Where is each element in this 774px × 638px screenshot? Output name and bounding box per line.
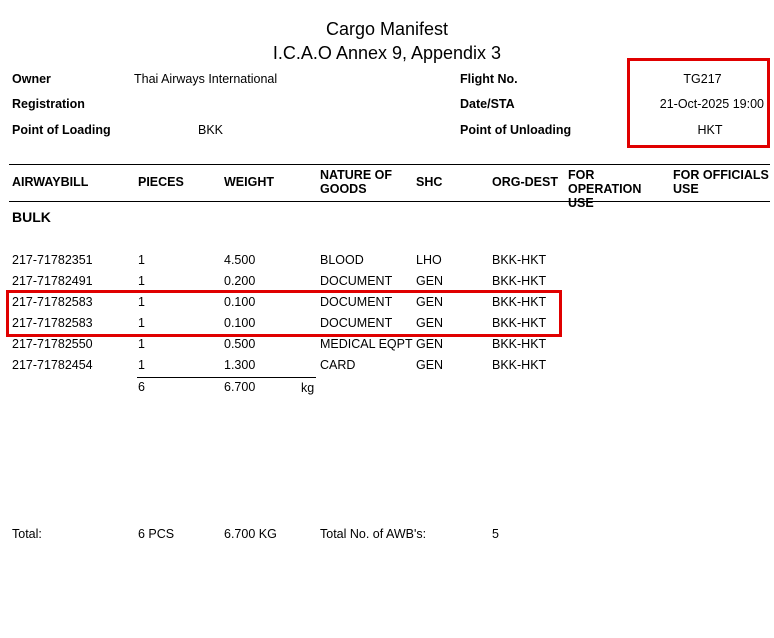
cell-nature: DOCUMENT [320,295,393,309]
cell-org-dest: BKK-HKT [492,316,547,330]
col-airwaybill: AIRWAYBILL [12,175,89,189]
col-org-dest: ORG-DEST [492,175,558,189]
cell-weight: 0.100 [224,316,256,330]
cell-pieces: 1 [138,316,145,330]
cell-weight: 0.500 [224,337,256,351]
cell-shc: GEN [416,316,444,330]
col-officials: FOR OFFICIALS USE [673,168,769,196]
total-weight: 6.700 KG [224,527,277,541]
col-weight: WEIGHT [224,175,274,189]
cell-nature: DOCUMENT [320,274,393,288]
date-value: 21-Oct-2025 19:00 [659,97,764,111]
pou-label: Point of Unloading [460,123,572,137]
cell-shc: GEN [416,274,444,288]
section-bulk: BULK [12,209,51,225]
cell-org-dest: BKK-HKT [492,337,547,351]
pol-value: BKK [198,123,224,137]
owner-value: Thai Airways International [134,72,278,86]
col-operation: FOR OPERATION USE [568,168,642,210]
subtotal-weight: 6.700 [224,380,256,394]
total-pieces: 6 PCS [138,527,175,541]
flight-label: Flight No. [460,72,518,86]
total-label: Total: [12,527,42,541]
cell-org-dest: BKK-HKT [492,274,547,288]
cell-airwaybill: 217-71782454 [12,358,93,372]
flight-value: TG217 [683,72,722,86]
document-title: Cargo Manifest [325,19,449,39]
total-awb: 5 [492,527,499,541]
cell-weight: 0.200 [224,274,256,288]
subtotal-unit: kg [301,381,315,395]
highlight-box-duplicate [6,290,562,337]
subtotal-pieces: 6 [138,380,145,394]
cell-shc: LHO [416,253,442,267]
cell-pieces: 1 [138,295,145,309]
cell-pieces: 1 [138,274,145,288]
cell-weight: 1.300 [224,358,256,372]
cell-airwaybill: 217-71782491 [12,274,93,288]
cell-org-dest: BKK-HKT [492,295,547,309]
cell-shc: GEN [416,337,444,351]
cell-nature: BLOOD [320,253,364,267]
divider [9,201,770,202]
col-pieces: PIECES [138,175,184,189]
cell-airwaybill: 217-71782550 [12,337,93,351]
divider [9,164,770,165]
cell-pieces: 1 [138,358,145,372]
cell-nature: MEDICAL EQPT [320,337,413,351]
cell-org-dest: BKK-HKT [492,358,547,372]
cell-airwaybill: 217-71782351 [12,253,93,267]
date-label: Date/STA [460,97,515,111]
total-awb-label: Total No. of AWB's: [320,527,427,541]
cell-shc: GEN [416,358,444,372]
cell-airwaybill: 217-71782583 [12,295,93,309]
subtotal-line [137,377,316,378]
registration-label: Registration [12,97,85,111]
cell-weight: 4.500 [224,253,256,267]
cell-shc: GEN [416,295,444,309]
owner-label: Owner [12,72,51,86]
cell-weight: 0.100 [224,295,256,309]
cell-pieces: 1 [138,253,145,267]
cell-nature: DOCUMENT [320,316,393,330]
document-subtitle: I.C.A.O Annex 9, Appendix 3 [272,43,502,63]
cell-nature: CARD [320,358,356,372]
cell-airwaybill: 217-71782583 [12,316,93,330]
cell-pieces: 1 [138,337,145,351]
pol-label: Point of Loading [12,123,111,137]
highlight-box-flight [627,58,770,148]
cell-org-dest: BKK-HKT [492,253,547,267]
col-shc: SHC [416,175,443,189]
pou-value: HKT [697,123,723,137]
col-nature: NATURE OF GOODS [320,168,392,196]
